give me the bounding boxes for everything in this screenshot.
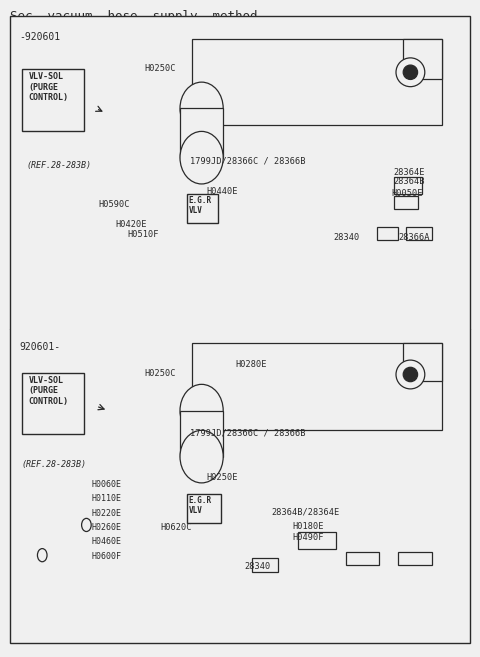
Bar <box>180 411 223 457</box>
Text: E.G.R
VLV: E.G.R VLV <box>189 496 212 516</box>
Bar <box>22 69 84 131</box>
Bar <box>403 39 442 79</box>
Text: H0620C: H0620C <box>161 523 192 532</box>
Text: H0460E: H0460E <box>91 537 121 547</box>
Text: 28364E: 28364E <box>394 168 425 177</box>
Text: H0050E: H0050E <box>391 189 423 198</box>
Text: VLV-SOL
(PURGE
CONTROL): VLV-SOL (PURGE CONTROL) <box>29 72 69 102</box>
Text: VLV-SOL
(PURGE
CONTROL): VLV-SOL (PURGE CONTROL) <box>29 376 69 405</box>
Text: 28366A: 28366A <box>398 233 430 242</box>
Text: H0440E: H0440E <box>206 187 238 196</box>
Text: (REF.28-283B): (REF.28-283B) <box>22 460 86 469</box>
Text: (REF.28-283B): (REF.28-283B) <box>26 161 91 170</box>
Text: 1799JD/28366C / 28366B: 1799JD/28366C / 28366B <box>190 428 305 438</box>
Text: H0510F: H0510F <box>127 230 159 239</box>
Text: H0250C: H0250C <box>144 369 176 378</box>
Text: 1799JD/28366C / 28366B: 1799JD/28366C / 28366B <box>190 156 305 166</box>
Ellipse shape <box>180 384 223 437</box>
Bar <box>403 343 442 381</box>
Text: H0600F: H0600F <box>91 552 121 561</box>
Circle shape <box>396 58 425 87</box>
Circle shape <box>396 360 425 389</box>
Text: H0590C: H0590C <box>98 200 130 210</box>
Bar <box>298 532 336 549</box>
Circle shape <box>403 65 418 79</box>
Ellipse shape <box>180 131 223 184</box>
Text: E.G.R
VLV: E.G.R VLV <box>189 196 212 215</box>
Ellipse shape <box>37 549 47 562</box>
Text: 28364B: 28364B <box>394 177 425 187</box>
Bar <box>187 494 221 523</box>
Bar <box>22 373 84 434</box>
Bar <box>192 39 442 125</box>
Text: H0250E: H0250E <box>206 473 238 482</box>
Ellipse shape <box>180 82 223 135</box>
Bar <box>394 177 422 194</box>
Circle shape <box>403 367 418 382</box>
Bar <box>394 196 418 209</box>
Text: 28340: 28340 <box>334 233 360 242</box>
Text: 920601-: 920601- <box>19 342 60 351</box>
Bar <box>346 552 379 565</box>
Text: H0280E: H0280E <box>235 360 267 369</box>
Bar <box>180 108 223 158</box>
Bar <box>406 227 432 240</box>
Ellipse shape <box>82 518 91 532</box>
Bar <box>377 227 398 240</box>
Text: H0260E: H0260E <box>91 523 121 532</box>
Text: H0420E: H0420E <box>115 220 147 229</box>
Text: H0220E: H0220E <box>91 509 121 518</box>
Text: H0490F: H0490F <box>293 533 324 543</box>
Text: Sec  vacuum  hose  supply  method: Sec vacuum hose supply method <box>10 10 257 23</box>
Text: -920601: -920601 <box>19 32 60 41</box>
Text: H0060E: H0060E <box>91 480 121 489</box>
Bar <box>252 558 278 572</box>
Text: H0250C: H0250C <box>144 64 176 74</box>
Text: H0110E: H0110E <box>91 494 121 503</box>
Bar <box>398 552 432 565</box>
Bar <box>192 343 442 430</box>
Bar <box>187 194 218 223</box>
Text: 28364B/28364E: 28364B/28364E <box>271 507 339 516</box>
Text: 28340: 28340 <box>245 562 271 571</box>
Text: H0180E: H0180E <box>293 522 324 532</box>
Ellipse shape <box>180 430 223 483</box>
